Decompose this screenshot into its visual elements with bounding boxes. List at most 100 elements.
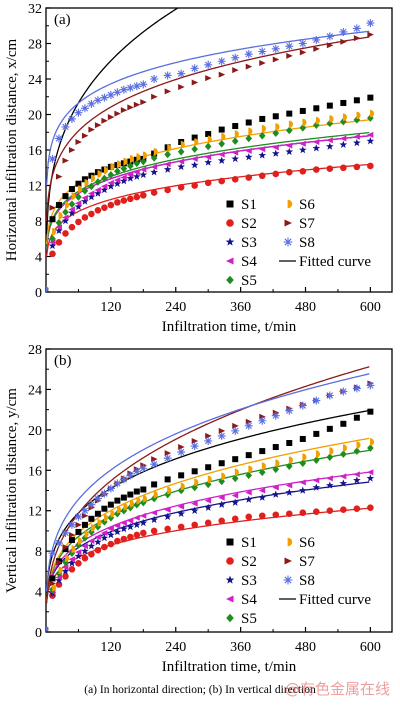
- data-point: [194, 478, 199, 487]
- data-point: [71, 545, 76, 553]
- data-point: [54, 539, 63, 548]
- data-point: [312, 35, 321, 44]
- data-point: [101, 174, 108, 183]
- data-point: [94, 207, 102, 214]
- data-point: [353, 505, 361, 512]
- data-point: [248, 127, 253, 136]
- data-point: [190, 161, 199, 169]
- data-point: [313, 166, 320, 173]
- data-point: [68, 559, 76, 567]
- data-point: [48, 549, 57, 558]
- data-point: [367, 31, 374, 38]
- data-point: [286, 439, 293, 446]
- data-point: [353, 414, 360, 421]
- data-point: [366, 131, 374, 138]
- data-point: [61, 217, 70, 225]
- data-point: [191, 483, 198, 492]
- legend-marker-s4: [226, 257, 234, 265]
- data-point: [75, 559, 82, 567]
- data-point: [221, 472, 226, 481]
- data-point: [353, 138, 361, 147]
- data-point: [68, 147, 76, 153]
- data-point: [150, 460, 159, 469]
- legend-label-s8: S8: [299, 235, 315, 251]
- data-point: [312, 139, 320, 146]
- series-s2: [46, 504, 374, 632]
- data-point: [62, 546, 69, 553]
- data-point: [164, 161, 171, 168]
- data-point: [100, 185, 109, 194]
- x-axis-title: Infiltration time, t/min: [162, 659, 297, 675]
- data-point: [232, 422, 239, 429]
- data-point: [110, 163, 115, 171]
- data-point: [68, 537, 75, 544]
- data-point: [136, 496, 141, 505]
- data-point: [68, 209, 76, 217]
- legend-marker-s5: [226, 275, 234, 285]
- fitted-curve-s8: [46, 373, 370, 592]
- data-point: [366, 381, 375, 390]
- data-point: [88, 515, 95, 522]
- data-point: [139, 464, 148, 473]
- data-point: [258, 416, 267, 425]
- data-point: [81, 194, 88, 201]
- data-point: [326, 165, 334, 172]
- data-point: [367, 408, 374, 415]
- data-point: [46, 286, 49, 292]
- data-point: [204, 497, 212, 504]
- data-point: [74, 549, 82, 556]
- data-point: [302, 453, 307, 461]
- data-point: [369, 109, 374, 118]
- data-point: [258, 493, 267, 501]
- legend: S1 S2 S3 S4 S5 S6 S7 S8 Fitted curve: [225, 197, 371, 289]
- data-point: [231, 426, 240, 435]
- data-point: [194, 138, 199, 146]
- data-point: [48, 241, 57, 250]
- data-point: [326, 475, 333, 482]
- data-point: [75, 528, 82, 535]
- data-point: [62, 193, 69, 200]
- data-point: [178, 83, 185, 90]
- data-point: [204, 142, 212, 151]
- data-point: [340, 420, 347, 427]
- x-axis-title: Infiltration time, t/min: [162, 319, 297, 335]
- data-point: [353, 35, 361, 42]
- data-point: [218, 494, 225, 501]
- data-point: [140, 157, 147, 166]
- data-point: [275, 459, 280, 467]
- data-point: [217, 431, 226, 440]
- data-point: [190, 506, 199, 514]
- data-point: [298, 401, 307, 410]
- data-point: [329, 115, 334, 123]
- data-point: [107, 201, 115, 209]
- data-point: [163, 165, 172, 173]
- x-tick-label: 360: [230, 640, 251, 655]
- data-point: [218, 139, 226, 148]
- data-point: [68, 531, 76, 538]
- data-point: [139, 518, 148, 527]
- data-point: [245, 174, 253, 181]
- data-point: [103, 166, 108, 175]
- data-point: [101, 117, 108, 124]
- data-point: [107, 525, 114, 532]
- data-point: [49, 250, 56, 258]
- data-point: [367, 162, 374, 170]
- data-point: [207, 475, 212, 484]
- data-point: [107, 182, 115, 190]
- data-point: [88, 550, 95, 558]
- data-point: [107, 179, 114, 186]
- data-point: [116, 506, 121, 514]
- data-point: [81, 132, 89, 139]
- data-point: [55, 202, 62, 209]
- data-point: [94, 178, 102, 186]
- data-point: [258, 151, 267, 159]
- data-point: [366, 469, 374, 476]
- data-point: [120, 494, 127, 501]
- series-s4: [46, 131, 374, 292]
- data-point: [151, 93, 158, 100]
- data-point: [272, 511, 280, 519]
- data-point: [94, 186, 101, 193]
- data-point: [120, 519, 127, 526]
- legend-label-s6: S6: [299, 197, 315, 213]
- data-point: [313, 430, 320, 437]
